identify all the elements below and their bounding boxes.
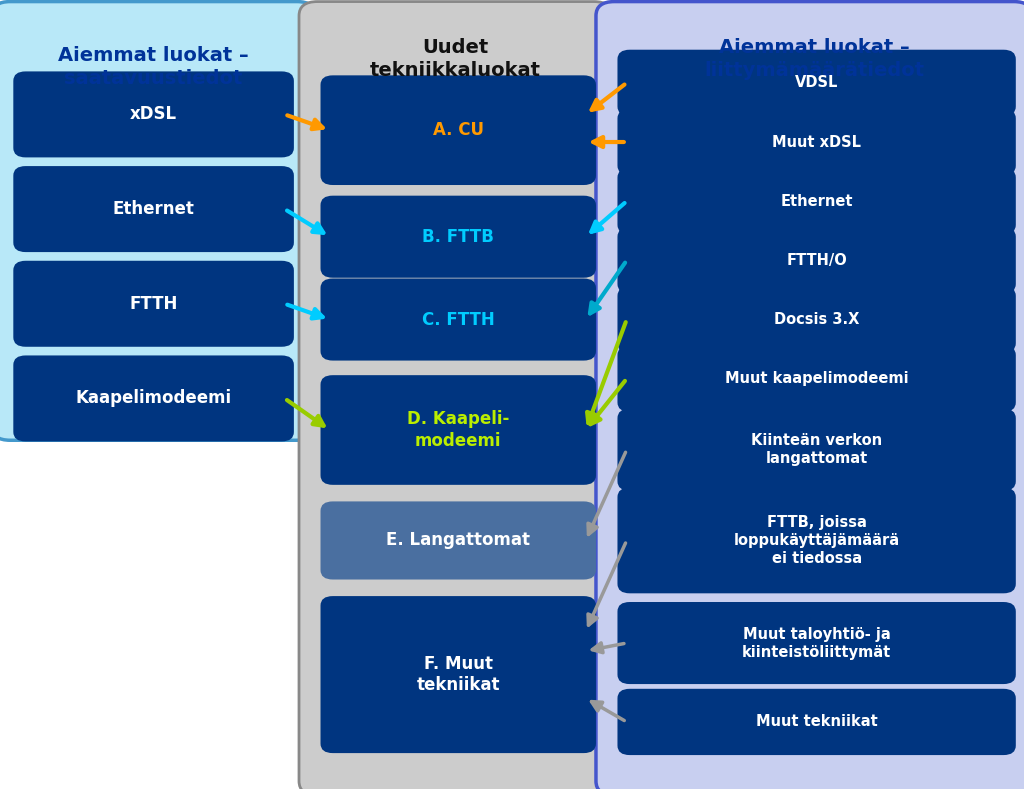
Text: Muut kaapelimodeemi: Muut kaapelimodeemi [725,371,908,387]
Text: Ethernet: Ethernet [113,200,195,218]
FancyBboxPatch shape [617,168,1016,234]
Text: Muut xDSL: Muut xDSL [772,134,861,150]
FancyBboxPatch shape [617,346,1016,412]
Text: FTTH: FTTH [129,295,178,312]
FancyBboxPatch shape [13,260,294,347]
Text: D. Kaapeli-
modeemi: D. Kaapeli- modeemi [408,410,509,450]
FancyBboxPatch shape [13,72,294,158]
Text: Docsis 3.X: Docsis 3.X [774,312,859,327]
FancyBboxPatch shape [617,602,1016,684]
Text: Muut tekniikat: Muut tekniikat [756,714,878,730]
FancyBboxPatch shape [321,196,596,278]
Text: A. CU: A. CU [433,122,483,139]
Text: Kaapelimodeemi: Kaapelimodeemi [76,390,231,407]
Text: FTTH/O: FTTH/O [786,252,847,268]
Text: Uudet
tekniikkaluokat: Uudet tekniikkaluokat [371,39,541,80]
FancyBboxPatch shape [13,355,294,442]
Text: Aiemmat luokat –
liittymämäärätiedot: Aiemmat luokat – liittymämäärätiedot [705,39,924,80]
FancyBboxPatch shape [617,409,1016,491]
FancyBboxPatch shape [596,2,1024,789]
FancyBboxPatch shape [321,596,596,753]
FancyBboxPatch shape [321,502,596,579]
Text: Kiinteän verkon
langattomat: Kiinteän verkon langattomat [751,433,883,466]
FancyBboxPatch shape [617,689,1016,755]
Text: B. FTTB: B. FTTB [422,228,495,245]
FancyBboxPatch shape [617,50,1016,116]
FancyBboxPatch shape [617,109,1016,175]
FancyBboxPatch shape [617,286,1016,353]
Text: Muut taloyhtiö- ja
kiinteistöliittymät: Muut taloyhtiö- ja kiinteistöliittymät [742,626,891,660]
Text: F. Muut
tekniikat: F. Muut tekniikat [417,655,500,694]
FancyBboxPatch shape [321,76,596,185]
Text: xDSL: xDSL [130,106,177,123]
Text: E. Langattomat: E. Langattomat [386,532,530,549]
FancyBboxPatch shape [617,488,1016,593]
Text: Ethernet: Ethernet [780,193,853,209]
FancyBboxPatch shape [617,227,1016,294]
Text: Aiemmat luokat –
saatavuustiedot: Aiemmat luokat – saatavuustiedot [58,47,249,88]
FancyBboxPatch shape [299,2,612,789]
Text: C. FTTH: C. FTTH [422,311,495,328]
Text: VDSL: VDSL [795,75,839,91]
FancyBboxPatch shape [0,2,315,440]
Text: FTTB, joissa
loppukäyttäjämäärä
ei tiedossa: FTTB, joissa loppukäyttäjämäärä ei tiedo… [733,515,900,566]
FancyBboxPatch shape [321,279,596,361]
FancyBboxPatch shape [321,376,596,484]
FancyBboxPatch shape [13,166,294,252]
